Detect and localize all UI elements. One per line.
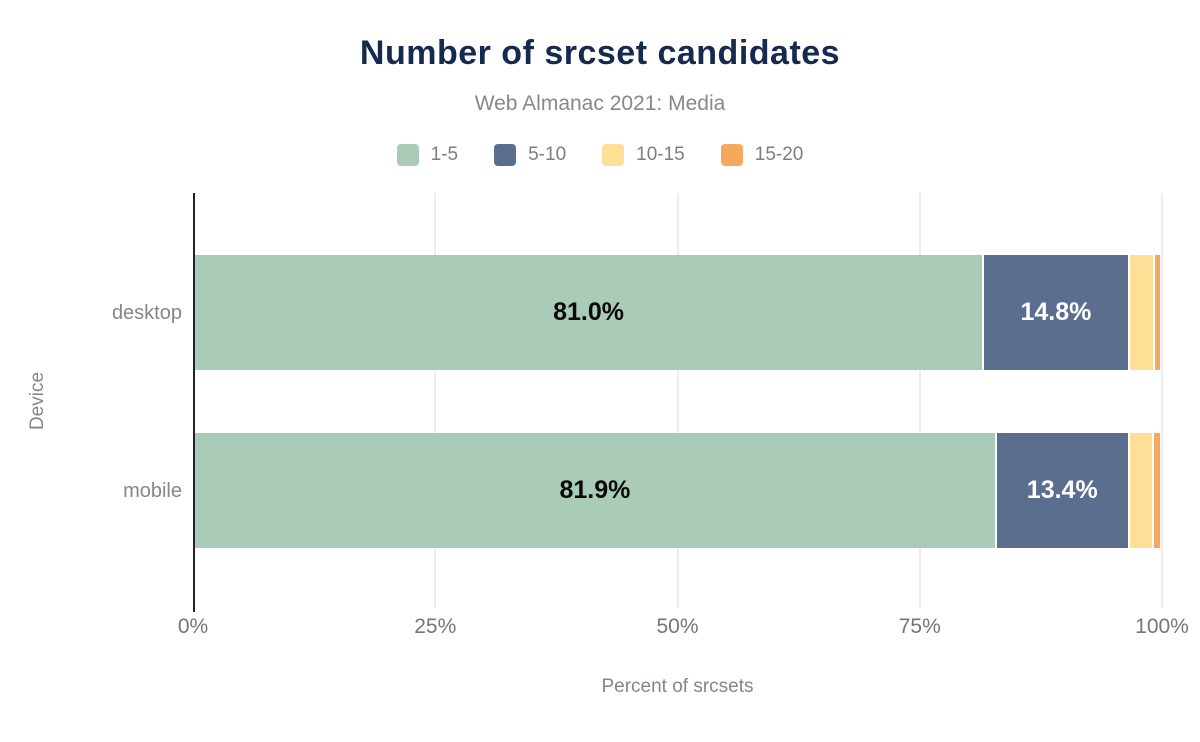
legend-swatch-icon [494,144,517,166]
gridline-100% [1161,193,1163,608]
legend-label: 10-15 [636,144,685,165]
legend-swatch-icon [602,144,625,166]
legend-label: 1-5 [430,144,459,165]
x-tick-label-100%: 100% [1135,615,1189,638]
bar-segment-desktop-5-10[interactable]: 14.8% [984,255,1128,370]
legend: 1-5 5-10 10-15 15-20 [0,142,1200,168]
chart-title: Number of srcset candidates [359,34,841,72]
gridline-25% [434,193,437,608]
legend-swatch-icon [396,144,419,166]
x-tick-label-25%: 25% [414,615,457,638]
category-label-mobile: mobile [123,479,182,502]
bar-segment-mobile-1-5[interactable]: 81.9% [195,433,995,548]
legend-item-15-20[interactable]: 15-20 [720,144,804,166]
bar-value-label: 14.8% [1020,298,1092,326]
legend-label: 15-20 [754,144,804,165]
bar-mobile: 81.9% 13.4% [195,433,1160,548]
legend-item-5-10[interactable]: 5-10 [494,144,566,166]
x-tick-label-50%: 50% [656,615,699,638]
x-tick-label-0%: 0% [177,615,209,638]
bar-value-label: 81.0% [553,298,624,326]
bar-segment-mobile-5-10[interactable]: 13.4% [996,433,1128,548]
bar-desktop: 81.0% 14.8% [195,255,1160,370]
gridline-75% [918,193,921,608]
legend-label: 5-10 [528,144,567,165]
legend-item-1-5[interactable]: 1-5 [396,144,459,166]
bar-value-label: 13.4% [1026,476,1098,504]
bar-segment-desktop-1-5[interactable]: 81.0% [195,255,983,370]
gridline-50% [676,193,679,608]
x-tick-label-75%: 75% [898,615,941,638]
legend-item-10-15[interactable]: 10-15 [602,144,685,166]
bar-segment-mobile-15-20[interactable] [1154,433,1160,548]
y-axis-line [193,193,195,612]
legend-swatch-icon [720,144,743,166]
bar-segment-desktop-15-20[interactable] [1155,255,1160,370]
y-axis-title: Device [27,371,48,431]
bar-segment-desktop-10-15[interactable] [1129,255,1154,370]
plot-area: 81.0% 14.8% 81.9% 13.4% [193,193,1163,612]
x-axis-title: Percent of srcsets [601,676,754,697]
category-label-desktop: desktop [111,301,182,324]
chart-subtitle: Web Almanac 2021: Media [474,92,726,115]
bar-segment-mobile-10-15[interactable] [1129,433,1153,548]
bar-value-label: 81.9% [559,476,631,504]
